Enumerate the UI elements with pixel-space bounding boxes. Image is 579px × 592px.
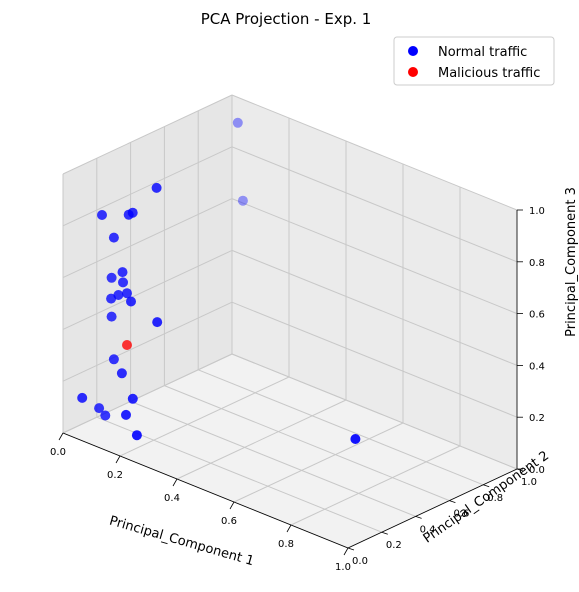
point-normal-traffic	[127, 393, 138, 404]
y-tick-label: 1.0	[521, 477, 537, 488]
left-pane	[63, 95, 232, 433]
point-normal-traffic	[118, 277, 128, 288]
grid-line-z	[231, 198, 518, 315]
tick-labels: 0.0 0.0 0.0 0.2 0.2 0.2 0.4 0.4 0.4 0.6 0.6 0.6 0.8 0…	[50, 206, 545, 573]
y-tick-mark	[483, 484, 490, 488]
axis-lines	[62, 210, 518, 549]
legend: Normal traffic Malicious traffic	[393, 36, 555, 86]
x-tick-mark	[172, 478, 178, 487]
point-normal-traffic	[122, 288, 132, 299]
y-tick-mark	[415, 516, 422, 519]
legend-marker-malicious	[408, 67, 418, 77]
data-points	[77, 117, 361, 444]
point-normal-traffic	[94, 403, 105, 414]
point-normal-traffic	[106, 272, 117, 283]
z-tick-label: 1.0	[529, 206, 545, 217]
grid-line-z	[62, 198, 233, 279]
point-normal-traffic	[117, 267, 128, 278]
grid-line-z	[231, 249, 518, 366]
y-tick-label: 0.6	[453, 509, 469, 520]
legend-box	[393, 36, 555, 86]
point-normal-traffic	[151, 182, 162, 193]
axis-panes	[63, 95, 517, 548]
x-tick-mark	[286, 524, 292, 533]
grid-line-z	[62, 301, 233, 382]
x-tick-label: 0.4	[164, 493, 180, 504]
y-tick-mark	[449, 500, 456, 503]
point-normal-traffic	[232, 117, 243, 128]
grid-line-y	[130, 400, 416, 517]
grid-line-z	[62, 353, 233, 434]
point-normal-traffic	[77, 392, 88, 403]
grid-line-z	[231, 301, 518, 418]
y-tick-label: 0.4	[420, 524, 436, 535]
grid-line-x	[119, 376, 290, 457]
grid-line-z	[231, 146, 518, 263]
point-normal-traffic	[121, 409, 131, 420]
point-normal-traffic	[106, 311, 117, 322]
grid-line-z	[231, 94, 518, 211]
z-axis-label: Principal_Component 3	[564, 187, 579, 337]
y-tick-mark	[516, 468, 524, 472]
x-tick-label: 0.8	[278, 539, 294, 550]
z-tick-label: 0.0	[529, 465, 545, 476]
z-tick-label: 0.2	[529, 413, 545, 424]
point-normal-traffic	[97, 210, 107, 220]
grid-lines	[62, 94, 518, 549]
point-normal-traffic	[113, 290, 124, 300]
chart-title: PCA Projection - Exp. 1	[201, 10, 372, 28]
floor-pane	[63, 354, 517, 548]
point-normal-traffic	[127, 207, 138, 218]
x-tick-label: 1.0	[335, 562, 351, 573]
grid-line-z	[62, 249, 233, 330]
y-tick-label: 0.8	[487, 493, 503, 504]
grid-line-z	[62, 146, 233, 227]
grid-line-x	[233, 422, 404, 503]
point-normal-traffic	[108, 354, 119, 365]
x-tick-mark	[58, 432, 64, 441]
grid-line-y	[96, 416, 382, 533]
x-tick-mark	[343, 547, 349, 556]
grid-line-x	[290, 445, 461, 526]
z-tick-label: 0.6	[529, 310, 545, 321]
x-tick-label: 0.2	[107, 470, 123, 481]
x-tick-mark	[229, 501, 235, 510]
grid-line-y	[164, 385, 450, 502]
y-tick-label: 0.2	[386, 540, 402, 551]
point-normal-traffic	[100, 410, 111, 421]
legend-label-normal: Normal traffic	[438, 45, 527, 60]
back-pane	[232, 95, 517, 469]
grid-line-x	[176, 399, 347, 480]
point-normal-traffic	[152, 317, 163, 328]
y-tick-mark	[347, 547, 355, 551]
y-tick-mark	[381, 531, 388, 535]
point-normal-traffic	[126, 296, 136, 307]
point-normal-traffic	[237, 195, 248, 206]
x-axis-line	[62, 432, 349, 549]
z-tick-label: 0.8	[529, 258, 545, 269]
x-tick-mark	[115, 455, 121, 464]
x-tick-label: 0.6	[221, 516, 237, 527]
legend-label-malicious: Malicious traffic	[438, 66, 540, 81]
point-normal-traffic	[131, 430, 142, 441]
point-malicious-traffic	[122, 340, 132, 350]
z-tick-label: 0.4	[529, 361, 545, 372]
y-axis-line	[347, 468, 518, 549]
point-normal-traffic	[350, 434, 361, 444]
grid-line-y	[198, 369, 484, 486]
x-tick-label: 0.0	[50, 447, 66, 458]
grid-line-z	[62, 94, 233, 175]
point-normal-traffic	[116, 368, 127, 379]
point-normal-traffic	[108, 232, 119, 243]
y-tick-label: 0.0	[352, 556, 368, 567]
legend-marker-normal	[408, 46, 418, 56]
grid-line-y	[231, 353, 518, 470]
